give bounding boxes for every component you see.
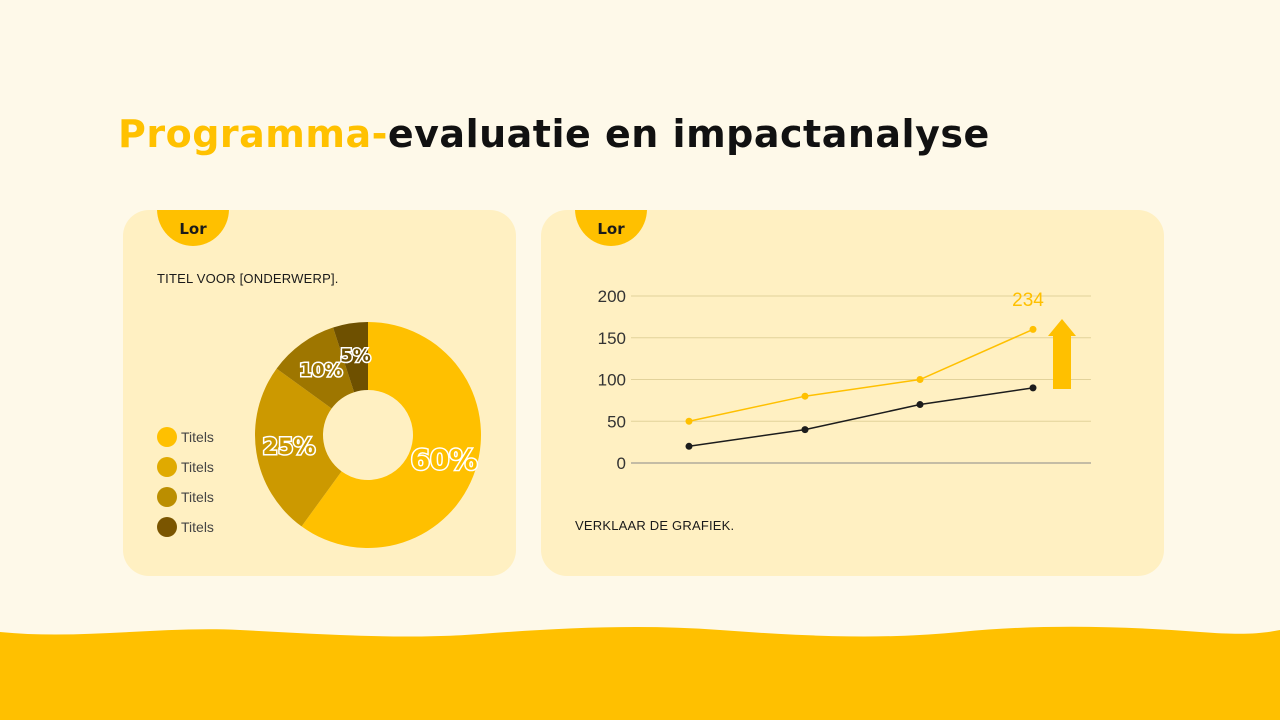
- donut-value-label: 60%: [411, 443, 478, 476]
- chart-caption: VERKLAAR DE GRAFIEK.: [575, 518, 735, 533]
- data-point: [1029, 325, 1037, 333]
- line-chart: 0 50 100 150 200 234: [598, 287, 1091, 473]
- donut-legend: Titels Titels Titels Titels: [157, 422, 214, 542]
- donut-slice: [255, 368, 342, 527]
- donut-value-label: 5%: [340, 345, 371, 366]
- card-tab: Lor: [157, 210, 229, 246]
- donut-slice: [276, 327, 355, 409]
- y-tick-label: 50: [607, 412, 626, 431]
- legend-swatch: [157, 427, 177, 447]
- legend-label: Titels: [181, 459, 214, 475]
- donut-chart: 60% 25% 10%5%: [255, 322, 481, 548]
- y-tick-label: 200: [598, 287, 626, 306]
- legend-swatch: [157, 457, 177, 477]
- y-tick-label: 0: [617, 454, 626, 473]
- data-point: [685, 417, 693, 425]
- page-title-accent: Programma-: [118, 112, 388, 156]
- arrow-up-icon: [1048, 319, 1076, 389]
- legend-item: Titels: [157, 482, 214, 512]
- data-point: [916, 376, 924, 383]
- legend-item: Titels: [157, 422, 214, 452]
- line-chart-card: Lor 0 50 100 150 200 234 VERKLAAR DE GRAFIEK.: [541, 210, 1164, 576]
- series-line: [688, 328, 1034, 422]
- page-title: Programma-evaluatie en impactanalyse: [118, 112, 990, 156]
- donut-slice: [301, 322, 481, 548]
- donut-value-label: 25%: [263, 435, 316, 460]
- legend-swatch: [157, 487, 177, 507]
- legend-label: Titels: [181, 519, 214, 535]
- callout-value: 234: [1012, 290, 1044, 311]
- donut-chart-card: Lor TITEL VOOR [ONDERWERP]. Titels Titel…: [123, 210, 516, 576]
- data-point: [801, 392, 809, 400]
- data-point: [685, 442, 693, 450]
- y-tick-label: 100: [598, 371, 626, 390]
- data-point: [801, 426, 809, 434]
- legend-swatch: [157, 517, 177, 537]
- y-tick-label: 150: [598, 329, 626, 348]
- donut-value-label: 10%: [299, 360, 342, 381]
- card-tab-label: Lor: [179, 220, 207, 238]
- donut-slice: [333, 322, 368, 393]
- series-line: [688, 387, 1034, 448]
- legend-item: Titels: [157, 452, 214, 482]
- page-title-rest: evaluatie en impactanalyse: [387, 112, 990, 156]
- card-tab-label: Lor: [597, 220, 625, 238]
- decorative-wave: [0, 626, 1280, 720]
- donut-chart-title: TITEL VOOR [ONDERWERP].: [157, 271, 339, 286]
- legend-label: Titels: [181, 429, 214, 445]
- legend-item: Titels: [157, 512, 214, 542]
- data-point: [1029, 384, 1037, 392]
- data-point: [916, 401, 924, 409]
- legend-label: Titels: [181, 489, 214, 505]
